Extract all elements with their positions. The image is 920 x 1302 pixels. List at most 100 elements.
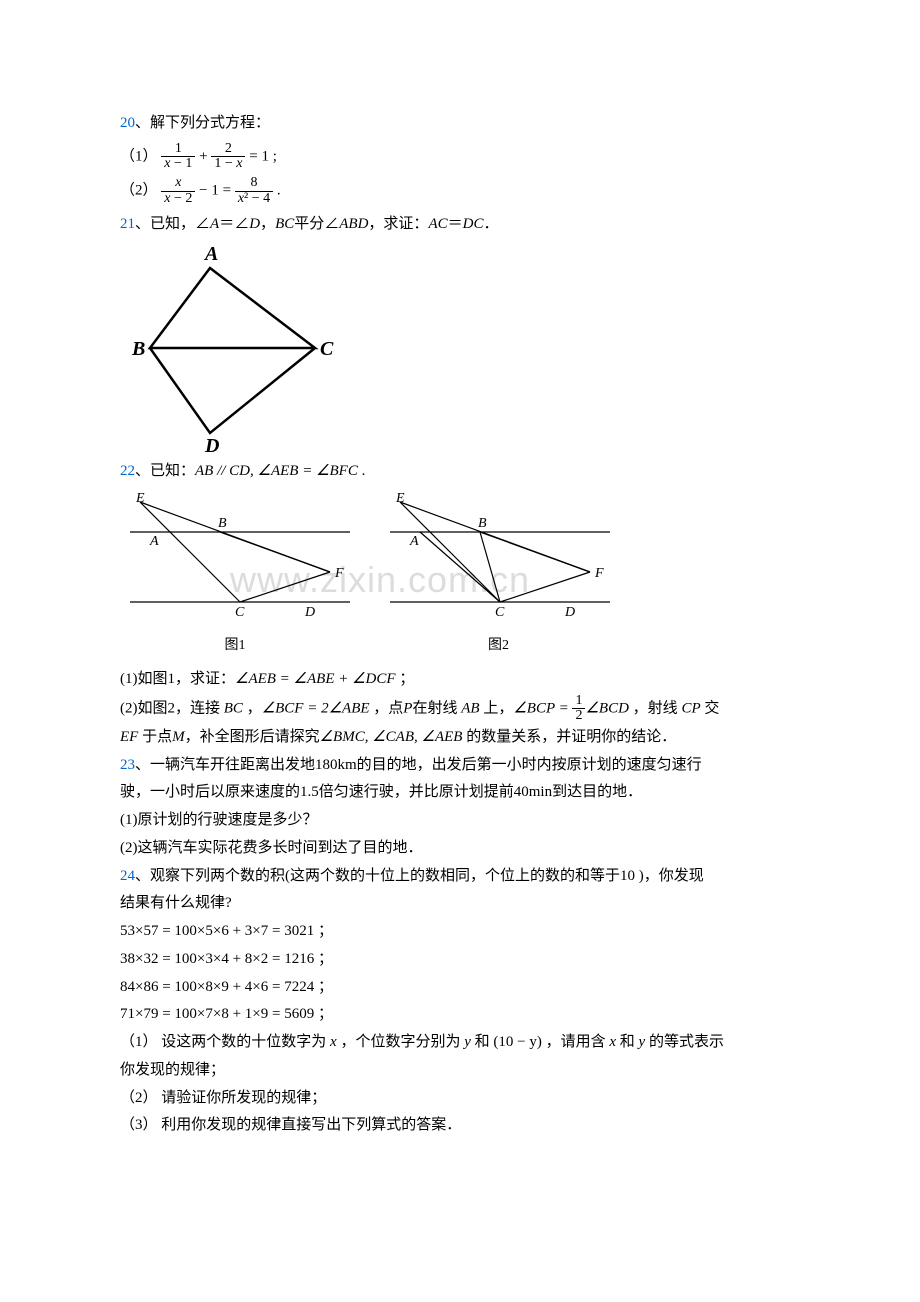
q21-c1: ，	[260, 216, 275, 232]
q20-part1-prefix: （1）	[120, 148, 158, 164]
q21-eq2: ＝	[448, 216, 463, 232]
q24-p1-paren: (10 − y)	[493, 1034, 541, 1050]
q24-p1-line2: 你发现的规律；	[120, 1057, 800, 1085]
svg-text:A: A	[149, 534, 159, 549]
q22-p2-e: 上，	[480, 700, 514, 716]
q20-title-text: 、解下列分式方程：	[135, 115, 270, 131]
svg-text:E: E	[395, 492, 405, 506]
q20-minus-one: − 1 =	[199, 183, 235, 199]
q24-p1-m2: 和	[471, 1034, 494, 1050]
q22-p2-l2-d: 的数量关系，并证明你的结论．	[462, 729, 676, 745]
q20-frac2: 2 1 − x	[211, 142, 245, 172]
q24-semi4: ；	[314, 1006, 333, 1022]
q22-p2-M: M	[172, 729, 185, 745]
q24-p2: （2） 请验证你所发现的规律；	[120, 1085, 800, 1113]
q20-eq2-after: .	[277, 183, 281, 199]
q23-part2: (2)这辆汽车实际花费多长时间到达了目的地．	[120, 835, 800, 863]
q21-DC: DC	[463, 216, 484, 232]
q23-part1: (1)原计划的行驶速度是多少？	[120, 807, 800, 835]
q24-semi2: ；	[314, 951, 333, 967]
q20-frac2-den-before: 1 −	[214, 156, 236, 171]
q22-p2-math3: ∠BMC, ∠CAB, ∠AEB	[320, 729, 463, 745]
q22-p1-prefix: (1)如图1，求证：	[120, 671, 235, 687]
q20-frac3-num: x	[175, 175, 181, 190]
q20-frac3-den-after: − 2	[170, 191, 192, 206]
q22-p2-frac: 12	[572, 694, 585, 724]
svg-text:C: C	[495, 605, 505, 620]
q24-p1-y: y	[464, 1034, 471, 1050]
svg-text:D: D	[564, 605, 575, 620]
q22-p2-g: 交	[701, 700, 720, 716]
q22-p2-l2-EF: EF	[120, 729, 138, 745]
q24-p1-m5: 的等式表示	[645, 1034, 724, 1050]
q24-ex3: 84×86 = 100×8×9 + 4×6 = 7224 ；	[120, 974, 800, 1002]
q22-num: 22	[120, 463, 135, 479]
q20-part2-prefix: （2）	[120, 183, 158, 199]
q24-p1-b: （1） 设这两个数的十位数字为	[120, 1034, 330, 1050]
q22-part2-line2: EF 于点M，补全图形后请探究∠BMC, ∠CAB, ∠AEB 的数量关系，并证…	[120, 724, 800, 752]
q24-p1-x: x	[330, 1034, 337, 1050]
q24-ex2: 38×32 = 100×3×4 + 8×2 = 1216 ；	[120, 946, 800, 974]
q24-p1-m1: ，个位数字分别为	[337, 1034, 465, 1050]
q24-semi3: ；	[314, 979, 333, 995]
q22-p1-math: ∠AEB = ∠ABE + ∠DCF	[235, 671, 396, 687]
q22-title: 22、已知：AB // CD, ∠AEB = ∠BFC .	[120, 458, 800, 486]
q20-frac2-den-x: x	[236, 156, 242, 171]
q22-p2-m2a: ∠BCD	[585, 700, 628, 716]
svg-text:B: B	[478, 516, 487, 531]
q20-frac3: x x − 2	[161, 176, 195, 206]
q24-ex1-m: 53×57 = 100×5×6 + 3×7 = 3021	[120, 923, 314, 939]
q22-p2-math1: ∠BCF = 2∠ABE	[262, 700, 370, 716]
q24-p1-m3: ，请用含	[542, 1034, 610, 1050]
q24-semi1: ；	[314, 923, 333, 939]
q24-l1: 、观察下列两个数的积(这两个数的十位上的数相同，个位上的数的和等于10 )，你发…	[135, 868, 704, 884]
q22-p2-l2-c: ，补全图形后请探究	[185, 729, 320, 745]
q24-ex2-m: 38×32 = 100×3×4 + 8×2 = 1216	[120, 951, 314, 967]
q21-mid: 平分∠	[294, 216, 339, 232]
svg-text:F: F	[594, 566, 604, 581]
q22-p2-d: 在射线	[412, 700, 461, 716]
q21-mid2: ，求证：	[368, 216, 428, 232]
svg-text:C: C	[320, 338, 334, 360]
svg-text:C: C	[235, 605, 245, 620]
q22-p2-b: ，	[243, 700, 262, 716]
q21-text: 21、已知，∠A＝∠D，BC平分∠ABD，求证：AC＝DC．	[120, 211, 800, 239]
q22-before: 、已知：	[135, 463, 195, 479]
q24-p3: （3） 利用你发现的规律直接写出下列算式的答案．	[120, 1112, 800, 1140]
q20-frac1-den-after: − 1	[170, 156, 192, 171]
q22-p2-l2-b: 于点	[138, 729, 172, 745]
q20-title: 20、解下列分式方程：	[120, 110, 800, 138]
q24-ex4-m: 71×79 = 100×7×8 + 1×9 = 5609	[120, 1006, 314, 1022]
q23-l1: 、一辆汽车开往距离出发地180km的目的地，出发后第一小时内按原计划的速度匀速行	[135, 757, 702, 773]
q23-line2: 驶，一小时后以原来速度的1.5倍匀速行驶，并比原计划提前40min到达目的地．	[120, 779, 800, 807]
q20-frac2-num: 2	[211, 142, 245, 158]
q22-p2-BC: BC	[224, 700, 243, 716]
svg-text:D: D	[304, 605, 315, 620]
q22-figures: www.zixin.com.cn E B A F C D	[120, 492, 800, 660]
q24-line2: 结果有什么规律?	[120, 890, 800, 918]
q24-line1: 24、观察下列两个数的积(这两个数的十位上的数相同，个位上的数的和等于10 )，…	[120, 863, 800, 891]
q22-fig1-label: 图1	[120, 633, 350, 659]
q20-part1: （1） 1 x − 1 + 2 1 − x = 1 ;	[120, 142, 800, 172]
q21-D: D	[249, 216, 260, 232]
q21-BC: BC	[275, 216, 294, 232]
q24-num: 24	[120, 868, 135, 884]
q20-frac1: 1 x − 1	[161, 142, 195, 172]
q20-frac4-num: 8	[235, 176, 273, 192]
q20-eq1-after: = 1 ;	[249, 148, 277, 164]
svg-text:F: F	[334, 566, 344, 581]
q22-p2-frac-num: 1	[572, 694, 585, 710]
q21-eq: ＝∠	[219, 216, 249, 232]
q22-p2-frac-den: 2	[572, 709, 585, 724]
svg-text:B: B	[131, 338, 145, 360]
q20-plus: +	[199, 148, 211, 164]
q20-part2: （2） x x − 2 − 1 = 8 x² − 4 .	[120, 176, 800, 206]
q22-p1-after: ；	[396, 671, 415, 687]
svg-text:E: E	[135, 492, 145, 506]
q22-p2-c: ，点	[370, 700, 404, 716]
svg-text:D: D	[204, 435, 219, 457]
q24-p1-line1: （1） 设这两个数的十位数字为 x ，个位数字分别为 y 和 (10 − y) …	[120, 1029, 800, 1057]
q23-line1: 23、一辆汽车开往距离出发地180km的目的地，出发后第一小时内按原计划的速度匀…	[120, 752, 800, 780]
q22-diagram-row: E B A F C D E B A F C D	[120, 492, 640, 632]
q20-frac4: 8 x² − 4	[235, 176, 273, 206]
